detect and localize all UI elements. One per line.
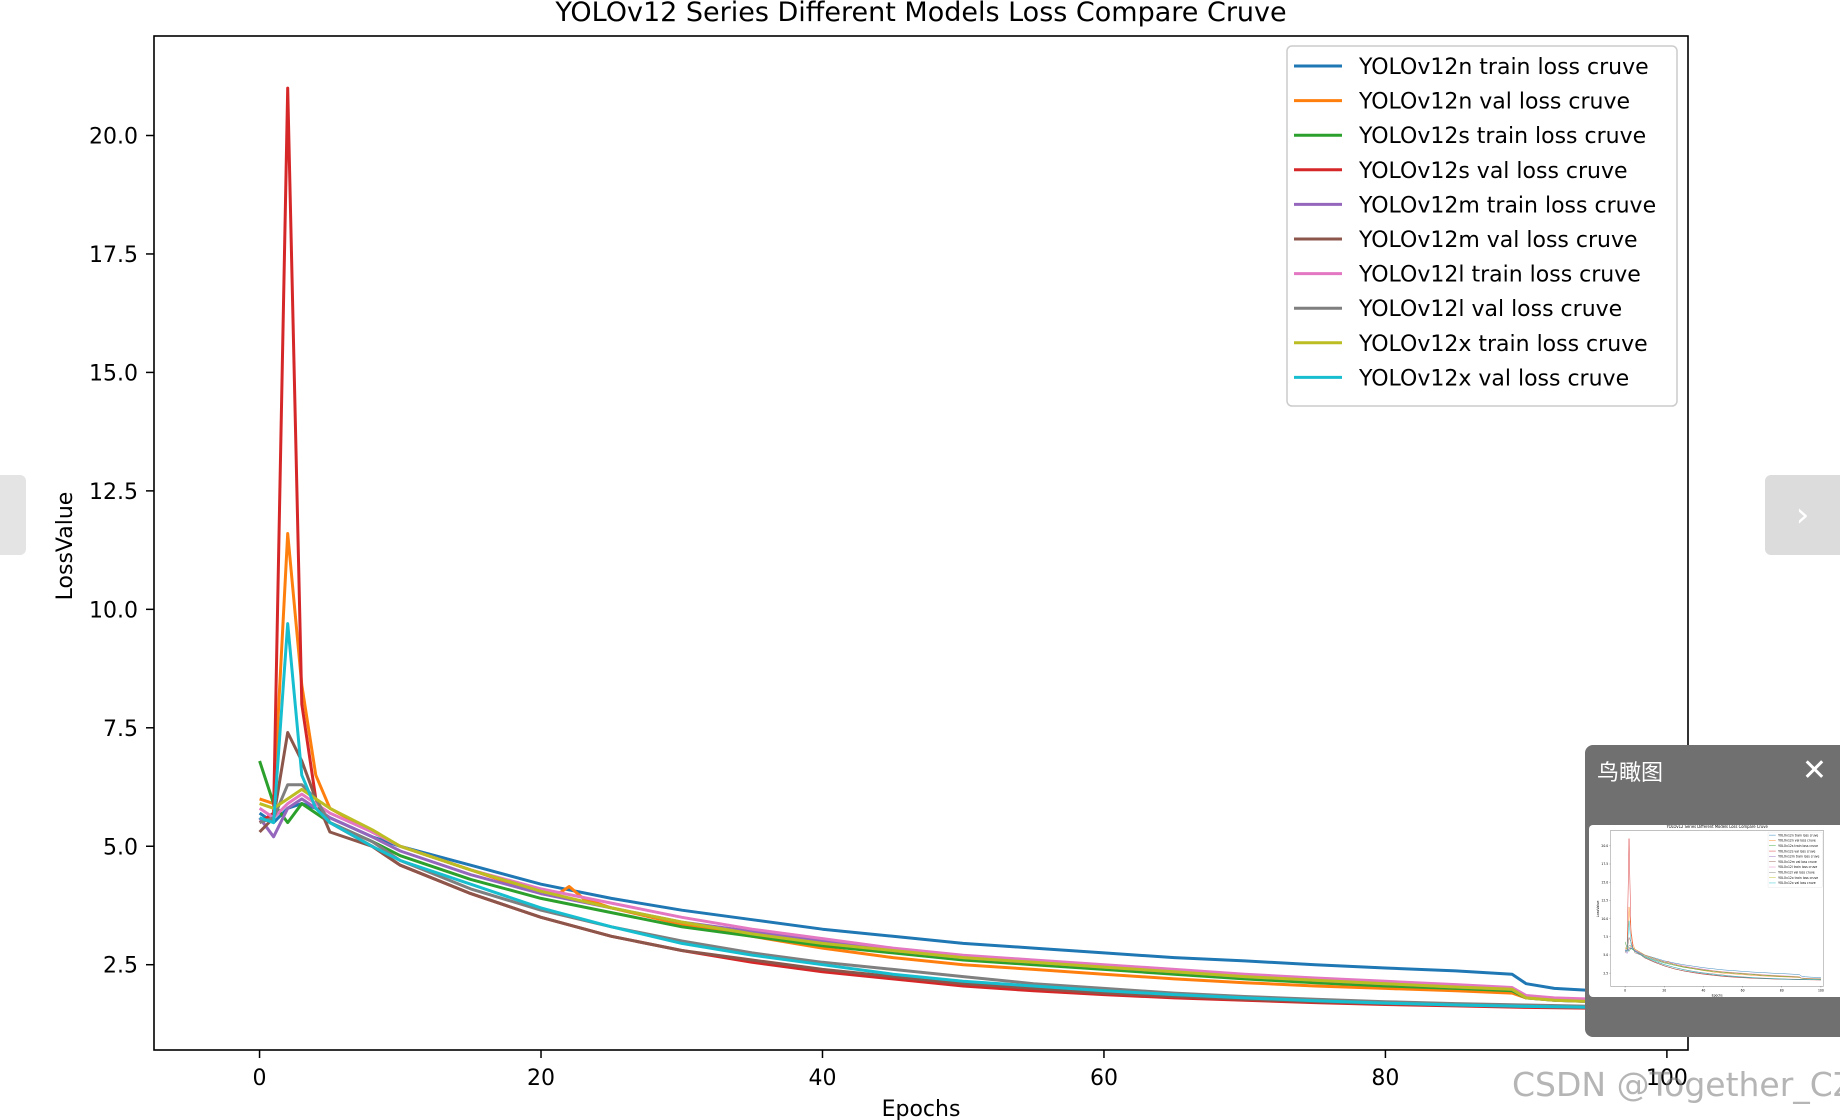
y-tick-label: 20.0 [89,125,138,150]
series-line-7 [1625,945,1821,980]
series-line-9 [259,622,1667,1010]
prev-image-button[interactable] [0,475,26,555]
thumb-legend: YOLOv12n train loss cruve YOLOv12n val lo… [1767,831,1823,888]
legend-label: YOLOv12l val loss cruve [1358,297,1622,322]
x-tick-label: 20 [527,1066,555,1091]
thumbnail-chart: YOLOv12 Series Different Models Loss Com… [1596,824,1824,997]
birdseye-title: 鸟瞰图 [1597,761,1664,786]
x-tick-label: 100 [1818,988,1824,992]
legend-label: YOLOv12m train loss cruve [1778,854,1819,858]
legend-label: YOLOv12m train loss cruve [1358,193,1656,218]
birdseye-panel: 鸟瞰图 ✕ YOLOv12 Series Different Models Lo… [1585,745,1840,1037]
series-line-7 [259,783,1667,1009]
close-icon[interactable]: ✕ [1801,753,1827,788]
legend-label: YOLOv12l train loss cruve [1358,263,1641,288]
y-tick-label: 12.5 [1601,898,1608,902]
x-tick-label: 0 [1624,988,1626,992]
legend-label: YOLOv12n train loss cruve [1778,833,1818,837]
next-image-button[interactable]: › [1765,475,1840,555]
legend-label: YOLOv12m val loss cruve [1778,860,1817,864]
y-tick-label: 15.0 [89,361,138,386]
chevron-right-icon: › [1795,495,1810,535]
y-tick-label: 17.5 [1601,862,1608,866]
y-tick-label: 17.5 [89,243,138,268]
legend-label: YOLOv12l train loss cruve [1778,865,1817,869]
series-line-6 [258,792,1667,1002]
x-tick-label: 80 [1780,988,1784,992]
x-tick-label: 40 [808,1066,836,1091]
thumb-axes-frame [1610,830,1824,987]
y-tick-label: 2.5 [103,954,138,979]
birdseye-thumbnail[interactable]: YOLOv12 Series Different Models Loss Com… [1589,824,1840,997]
x-tick-label: 40 [1701,988,1705,992]
legend-label: YOLOv12n train loss cruve [1358,55,1649,80]
series-line-8 [1625,945,1821,980]
x-tick-label: 60 [1741,988,1745,992]
y-tick-label: 5.0 [1603,953,1608,957]
legend-label: YOLOv12m val loss cruve [1358,228,1638,253]
y-tick-label: 7.5 [103,717,138,742]
series-line-6 [1625,946,1821,979]
legend-label: YOLOv12x train loss cruve [1778,876,1818,880]
y-tick-label: 5.0 [103,835,138,860]
axes-frame [153,35,1689,1051]
x-axis-label: Epochs [882,1097,961,1120]
legend-label: YOLOv12l val loss cruve [1778,870,1815,874]
y-tick-label: 15.0 [1601,880,1608,884]
legend-label: YOLOv12x val loss cruve [1358,366,1629,391]
thumb-y-axis-label: LossValue [1596,901,1600,918]
legend-box [1767,831,1823,888]
legend-label: YOLOv12s val loss cruve [1358,159,1628,184]
series-line-1 [259,532,1667,1005]
y-tick-label: 2.5 [1603,971,1608,975]
thumb-chart-title: YOLOv12 Series Different Models Loss Com… [1667,825,1769,829]
legend-label: YOLOv12n val loss cruve [1358,90,1630,115]
y-tick-label: 7.5 [1603,935,1608,939]
y-tick-label: 12.5 [89,480,138,505]
birdseye-header: 鸟瞰图 ✕ [1585,745,1840,797]
series-line-2 [1624,941,1821,980]
legend-label: YOLOv12s val loss cruve [1778,849,1815,853]
legend: YOLOv12n train loss cruve YOLOv12n val lo… [1286,45,1678,407]
legend-label: YOLOv12s train loss cruve [1778,844,1818,848]
watermark: CSDN @Together_CZ [1512,1065,1840,1104]
series-line-2 [258,760,1667,1005]
y-tick-label: 10.0 [89,598,138,623]
series-line-8 [259,787,1667,1005]
legend-label: YOLOv12s train loss cruve [1358,124,1646,149]
x-tick-label: 20 [1662,988,1666,992]
legend-label: YOLOv12n val loss cruve [1778,839,1816,843]
legend-label: YOLOv12x train loss cruve [1358,332,1648,357]
thumb-x-axis-label: Epochs [1712,993,1723,997]
x-tick-label: 80 [1371,1066,1399,1091]
x-tick-label: 0 [253,1066,267,1091]
legend-box [1286,45,1678,407]
chart-title: YOLOv12 Series Different Models Loss Com… [554,0,1286,28]
y-tick-label: 10.0 [1601,917,1608,921]
y-tick-label: 20.0 [1601,844,1608,848]
x-tick-label: 60 [1090,1066,1118,1091]
series-line-9 [1625,920,1821,981]
y-axis-label: LossValue [53,492,78,601]
legend-label: YOLOv12x val loss cruve [1778,881,1816,885]
x-tick-label: 100 [1646,1066,1688,1091]
series-line-1 [1625,906,1821,980]
